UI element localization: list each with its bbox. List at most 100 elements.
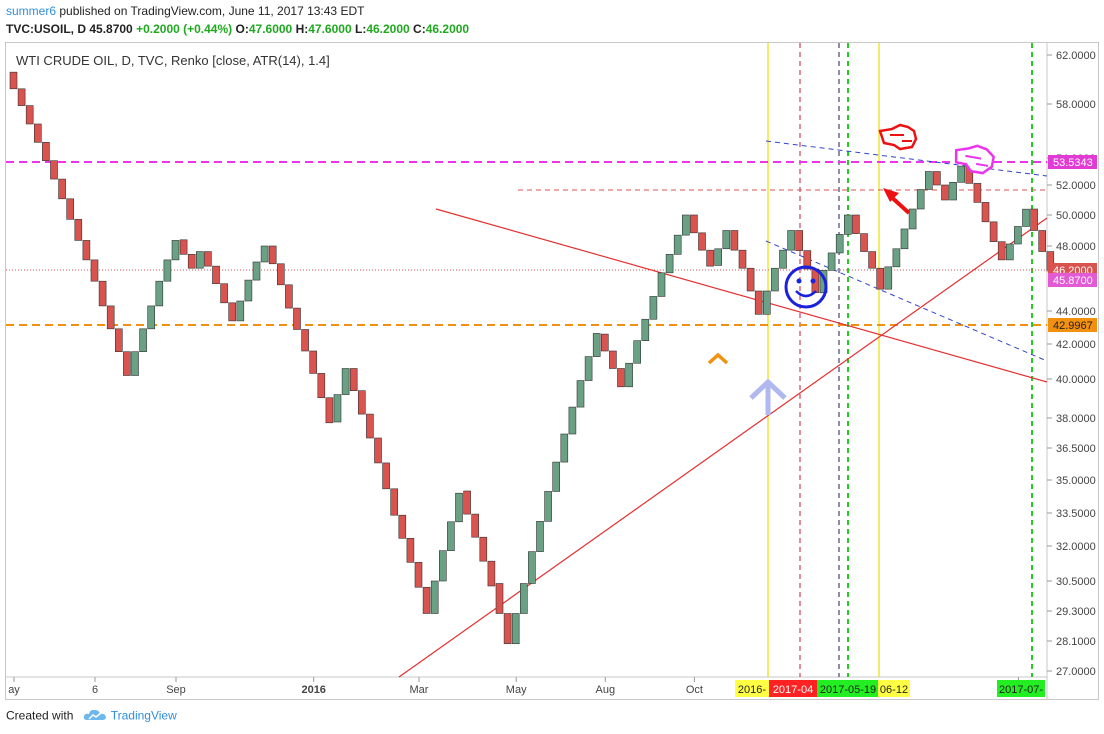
- renko-brick-up: [787, 230, 795, 251]
- renko-brick-up: [957, 165, 966, 183]
- price-axis[interactable]: 62.000058.000054.000052.000050.000048.00…: [1047, 50, 1096, 678]
- time-tick-label: ay: [8, 684, 20, 696]
- renko-brick-down: [42, 142, 50, 161]
- renko-brick-up: [252, 261, 261, 281]
- renko-brick-down: [123, 351, 131, 376]
- time-tick-label: May: [506, 684, 527, 696]
- renko-brick-up: [528, 551, 536, 584]
- renko-chart[interactable]: WTI CRUDE OIL, D, TVC, Renko [close, ATR…: [6, 43, 1098, 699]
- chart-title: WTI CRUDE OIL, D, TVC, Renko [close, ATR…: [16, 53, 330, 68]
- date-tag: [769, 680, 817, 697]
- renko-brick-up: [544, 491, 552, 522]
- renko-brick-down: [981, 202, 990, 223]
- open-label: O:: [235, 22, 249, 36]
- last-price: 45.8700: [89, 22, 133, 36]
- price-tag: [1048, 155, 1097, 169]
- renko-brick-up: [843, 214, 852, 235]
- date-tag-label: 2017-04: [773, 684, 813, 696]
- renko-brick-down: [852, 214, 860, 234]
- renko-brick-up: [779, 249, 787, 269]
- renko-brick-up: [771, 267, 779, 292]
- renko-brick-up: [762, 290, 771, 315]
- price-tick-label: 42.0000: [1056, 339, 1096, 351]
- renko-brick-down: [349, 368, 358, 392]
- time-tick-label: Oct: [686, 684, 703, 696]
- renko-brick-down: [973, 183, 982, 203]
- price-tag-label: 45.8700: [1053, 275, 1093, 287]
- renko-brick-down: [90, 259, 99, 282]
- renko-brick-down: [17, 88, 26, 106]
- orange-caret-icon: [707, 352, 729, 365]
- publish-info: summer6 published on TradingView.com, Ju…: [6, 4, 364, 18]
- renko-brick-down: [617, 368, 625, 388]
- renko-brick-down: [868, 251, 876, 269]
- renko-brick-up: [649, 296, 658, 320]
- price-tick-label: 40.0000: [1056, 374, 1096, 386]
- renko-brick-up: [924, 171, 933, 190]
- price-tag: [1048, 318, 1097, 332]
- renko-brick-down: [390, 488, 399, 516]
- pointing-hand-icon: [878, 123, 918, 151]
- price-tick-label: 30.5000: [1056, 576, 1096, 588]
- renko-brick-down: [220, 283, 228, 304]
- renko-brick-down: [941, 184, 949, 201]
- price-tick-label: 27.0000: [1056, 666, 1096, 678]
- renko-brick-down: [471, 513, 480, 538]
- price-tick-label: 33.5000: [1056, 508, 1096, 520]
- price-tick-label: 62.0000: [1056, 50, 1096, 62]
- renko-brick-up: [884, 266, 893, 290]
- date-tag-label: 2017-07-: [999, 684, 1043, 696]
- tradingview-link[interactable]: TradingView: [110, 708, 177, 723]
- renko-brick-down: [9, 71, 18, 90]
- renko-brick-down: [414, 562, 423, 588]
- date-tags: 2016- 2017-04 2017-05-19 06-12 2017-07-: [735, 680, 1045, 697]
- symbol: TVC:USOIL, D: [6, 22, 86, 36]
- renko-brick-down: [106, 305, 115, 330]
- renko-brick-down: [98, 280, 107, 307]
- renko-brick-down: [754, 290, 763, 315]
- renko-brick-up: [568, 406, 577, 435]
- renko-brick-up: [519, 583, 528, 614]
- date-tag-label: 2016-: [738, 684, 766, 696]
- up-arrow-icon: [749, 378, 787, 415]
- renko-brick-up: [900, 228, 909, 250]
- renko-brick-up: [438, 550, 447, 582]
- renko-brick-up: [1005, 243, 1014, 261]
- price-tick-label: 35.0000: [1056, 475, 1096, 487]
- renko-brick-up: [333, 394, 342, 423]
- renko-brick-up: [949, 182, 957, 201]
- renko-brick-up: [681, 214, 690, 236]
- footer: Created with TradingView: [6, 708, 177, 725]
- renko-brick-up: [1022, 208, 1030, 227]
- price-tick-label: 28.1000: [1056, 636, 1096, 648]
- quote-line: TVC:USOIL, D 45.8700 +0.2000 (+0.44%) O:…: [6, 22, 469, 36]
- created-with-text: Created with: [6, 708, 74, 723]
- renko-brick-up: [827, 252, 836, 271]
- time-tick-label: Sep: [166, 684, 186, 696]
- author-link[interactable]: summer6: [6, 4, 57, 18]
- renko-brick-up: [835, 234, 844, 254]
- renko-brick-down: [690, 214, 698, 234]
- renko-brick-up: [171, 240, 180, 261]
- renko-brick-down: [706, 249, 714, 267]
- tradingview-cloud-logo[interactable]: [83, 708, 107, 725]
- trend-red-down: [435, 208, 1048, 383]
- renko-brick-up: [430, 580, 439, 614]
- renko-brick-down: [74, 219, 83, 241]
- renko-brick-down: [382, 462, 390, 490]
- renko-brick-down: [212, 265, 220, 285]
- date-tag: [735, 680, 769, 697]
- close-label: C:: [413, 22, 426, 36]
- renko-brick-down: [115, 328, 123, 353]
- renko-brick-up: [1014, 226, 1022, 245]
- renko-brick-down: [503, 613, 512, 645]
- renko-brick-up: [236, 300, 245, 322]
- time-tick-label: 2016: [301, 684, 325, 696]
- renko-brick-up: [916, 189, 925, 210]
- renko-brick-down: [989, 221, 998, 242]
- time-tick-label: Aug: [596, 684, 616, 696]
- high-label: H:: [295, 22, 309, 36]
- date-tag: [817, 680, 879, 697]
- renko-brick-up: [244, 279, 253, 302]
